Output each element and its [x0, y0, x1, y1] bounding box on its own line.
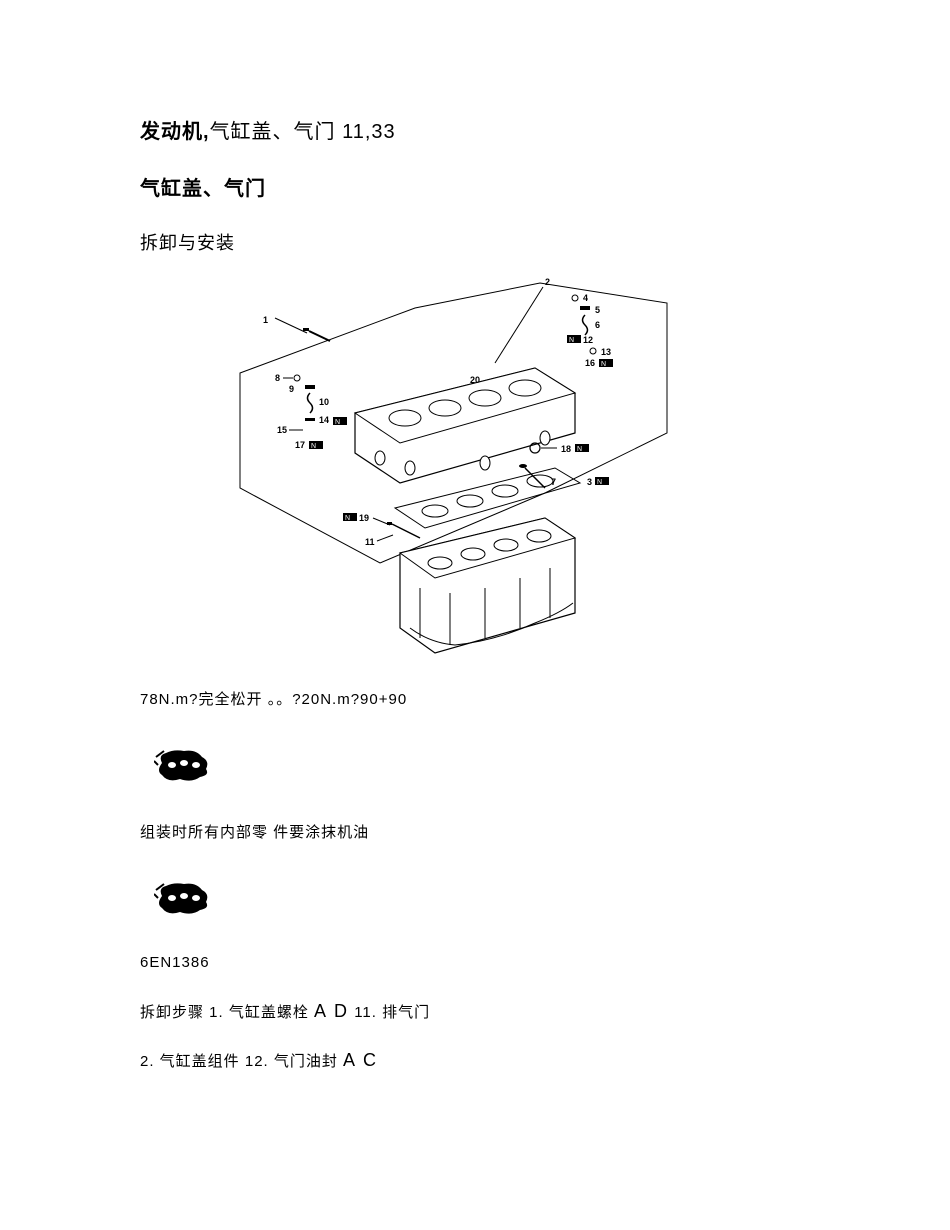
svg-text:19: 19 [359, 513, 369, 523]
svg-text:18: 18 [561, 444, 571, 454]
oil-icon-1 [154, 745, 810, 785]
title-rest: 气缸盖、气门 11,33 [210, 121, 396, 143]
exploded-diagram: 20 1 8 9 10 14 [235, 273, 675, 668]
svg-text:N: N [311, 443, 316, 450]
svg-text:9: 9 [289, 384, 294, 394]
title-prefix: 发动机, [140, 121, 210, 143]
torque-spec: 78N.m?完全松开 。。?20N.m?90+90 [140, 688, 810, 709]
svg-text:8: 8 [275, 373, 280, 383]
callout-group-right: 4 5 6 N 12 13 16 N 2 [495, 277, 613, 368]
reference-code: 6EN1386 [140, 954, 810, 971]
svg-text:N: N [601, 361, 606, 368]
section-heading: 拆卸与安装 [140, 229, 810, 255]
gasket-icon [154, 878, 212, 918]
svg-text:6: 6 [595, 320, 600, 330]
svg-text:4: 4 [583, 293, 588, 303]
svg-text:13: 13 [601, 347, 611, 357]
svg-text:15: 15 [277, 425, 287, 435]
svg-text:1: 1 [263, 315, 268, 325]
step2-text-a: 2. 气缸盖组件 12. 气门油封 [140, 1053, 343, 1070]
cylinder-head-icon [355, 368, 575, 483]
subheading: 气缸盖、气门 [140, 172, 810, 201]
assembly-note: 组装时所有内部零 件要涂抹机油 [140, 821, 810, 842]
oil-icon-2 [154, 878, 810, 918]
svg-text:11: 11 [365, 537, 375, 547]
svg-text:N: N [335, 419, 340, 426]
svg-text:N: N [597, 479, 602, 486]
step1-tag: A D [314, 1001, 349, 1021]
gasket-icon [154, 745, 212, 785]
svg-text:3: 3 [587, 477, 592, 487]
svg-text:17: 17 [295, 440, 305, 450]
step2-tag: A C [343, 1050, 378, 1070]
page-title: 发动机,气缸盖、气门 11,33 [140, 115, 810, 144]
svg-text:N: N [569, 337, 574, 344]
step-line-1: 拆卸步骤 1. 气缸盖螺栓 A D 11. 排气门 [140, 1001, 810, 1022]
svg-text:5: 5 [595, 305, 600, 315]
engine-block-icon [400, 518, 575, 653]
step-line-2: 2. 气缸盖组件 12. 气门油封 A C [140, 1050, 810, 1071]
svg-text:16: 16 [585, 358, 595, 368]
svg-text:N: N [345, 515, 350, 522]
svg-text:20: 20 [470, 375, 480, 385]
svg-text:12: 12 [583, 335, 593, 345]
callout-seal-valve: 18 N 7 [519, 443, 589, 488]
svg-text:2: 2 [545, 277, 550, 287]
callout-bolt-lower: N 19 11 [343, 513, 420, 547]
svg-text:10: 10 [319, 397, 329, 407]
svg-text:N: N [577, 446, 582, 453]
svg-text:14: 14 [319, 415, 329, 425]
callout-group-left: 1 8 9 10 14 N 15 17 [263, 315, 347, 450]
step1-text-b: 11. 排气门 [349, 1004, 430, 1021]
step1-text-a: 拆卸步骤 1. 气缸盖螺栓 [140, 1004, 314, 1021]
